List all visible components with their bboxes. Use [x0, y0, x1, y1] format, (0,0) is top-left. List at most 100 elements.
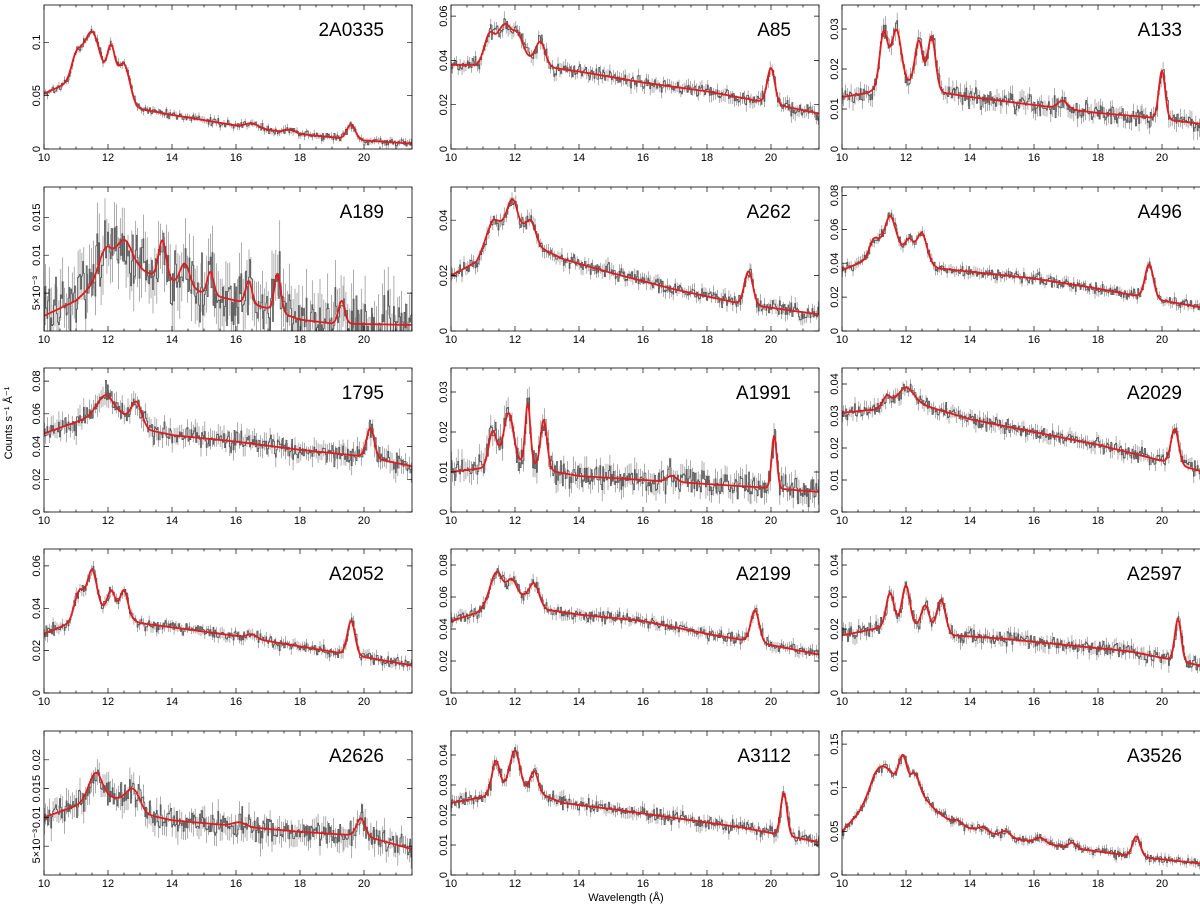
- error-bars: [842, 209, 1200, 313]
- panel-title: A133: [1138, 20, 1182, 41]
- x-tick-label: 20: [765, 878, 777, 890]
- x-tick-label: 14: [166, 334, 178, 346]
- model-line: [44, 394, 412, 467]
- spectrum-panel: 10 12 14 16 18 20 0 0.02 0.04 0.06 0.08 1795: [31, 367, 413, 527]
- plot-frame: [450, 186, 820, 332]
- y-tick-label: 0.1: [829, 780, 841, 795]
- x-tick-label: 10: [38, 515, 50, 527]
- x-tick-label: 20: [1156, 152, 1168, 164]
- y-tick-label: 0: [829, 872, 841, 878]
- observed-spectrum: [842, 580, 1200, 674]
- x-tick-label: 18: [1092, 515, 1104, 527]
- y-tick-label: 0.02: [829, 437, 841, 458]
- panel-title: A3526: [1127, 746, 1182, 767]
- x-tick-label: 12: [900, 515, 912, 527]
- x-tick-label: 16: [637, 334, 649, 346]
- model-line: [451, 749, 819, 843]
- model-line: [842, 754, 1200, 865]
- spectrum-panel: 10 12 14 16 18 20 0 0.02 0.04 0.06 A2052: [31, 548, 413, 708]
- y-tick-label: 0.06: [31, 555, 43, 576]
- y-tick-label: 0.06: [829, 219, 841, 240]
- x-tick-label: 20: [358, 152, 370, 164]
- y-tick-label: 0: [31, 690, 43, 696]
- x-tick-label: 12: [102, 515, 114, 527]
- x-tick-label: 12: [509, 515, 521, 527]
- spectrum-panel: 10 12 14 16 18 20 0 0.05 0.1 0.15 A3526: [829, 730, 1200, 890]
- spectrum-panel: 10 12 14 16 18 20 0 0.01 0.02 0.03 A1991: [438, 367, 820, 527]
- model-line: [451, 571, 819, 656]
- model-line: [842, 386, 1200, 472]
- spectrum-panel: 10 12 14 16 18 20 0 0.05 0.1 2A0335: [31, 4, 413, 164]
- plot-frame: [841, 730, 1200, 876]
- y-tick-label: 0.02: [829, 286, 841, 307]
- x-tick-label: 16: [230, 878, 242, 890]
- x-tick-label: 12: [900, 152, 912, 164]
- y-tick-label: 0.01: [438, 834, 450, 855]
- x-tick-label: 18: [701, 696, 713, 708]
- y-tick-label: 0.04: [31, 436, 43, 457]
- x-tick-label: 14: [573, 878, 585, 890]
- y-tick-label: 0.06: [31, 403, 43, 424]
- plot-frame: [43, 548, 413, 694]
- x-tick-label: 10: [38, 878, 50, 890]
- x-tick-label: 18: [701, 334, 713, 346]
- y-tick-label: 0: [438, 872, 450, 878]
- observed-spectrum: [451, 386, 819, 512]
- x-tick-label: 20: [1156, 878, 1168, 890]
- model-line: [451, 198, 819, 316]
- x-tick-label: 12: [509, 152, 521, 164]
- x-tick-label: 14: [964, 696, 976, 708]
- y-tick-label: 0.05: [31, 85, 43, 106]
- panel-title: A3112: [737, 746, 791, 767]
- error-bars: [451, 386, 819, 512]
- x-tick-label: 10: [38, 334, 50, 346]
- plot-frame: [841, 186, 1200, 332]
- plot-frame: [450, 367, 820, 513]
- x-tick-label: 14: [166, 152, 178, 164]
- x-tick-label: 20: [765, 696, 777, 708]
- model-line: [842, 214, 1200, 309]
- x-tick-label: 12: [900, 696, 912, 708]
- x-tick-label: 14: [573, 334, 585, 346]
- model-line: [44, 30, 412, 145]
- plot-frame: [841, 548, 1200, 694]
- y-tick-label: 0.04: [829, 373, 841, 394]
- x-tick-label: 10: [836, 334, 848, 346]
- x-tick-label: 18: [1092, 152, 1104, 164]
- x-tick-label: 16: [230, 334, 242, 346]
- y-tick-label: 0.06: [438, 5, 450, 26]
- error-bars: [44, 198, 412, 331]
- spectrum-panel: 10 12 14 16 18 20 0 0.02 0.04 A262: [438, 186, 820, 346]
- x-tick-label: 20: [358, 878, 370, 890]
- x-tick-label: 10: [38, 152, 50, 164]
- plot-frame: [43, 367, 413, 513]
- y-tick-label: 0.01: [829, 469, 841, 490]
- x-tick-label: 12: [509, 696, 521, 708]
- panel-grid: 10 12 14 16 18 20 0 0.05 0.1 2A0335 10 12 14 16 18 20 0 0…: [31, 4, 1200, 890]
- panel-title: A2199: [736, 564, 791, 585]
- x-tick-label: 10: [836, 152, 848, 164]
- y-tick-label: 0: [438, 146, 450, 152]
- x-tick-label: 14: [964, 152, 976, 164]
- x-tick-label: 12: [900, 878, 912, 890]
- y-tick-label: 0.04: [438, 50, 450, 71]
- model-line: [44, 568, 412, 667]
- model-line: [842, 584, 1200, 667]
- x-tick-label: 16: [637, 696, 649, 708]
- y-tick-label: 5×10⁻³: [31, 829, 43, 864]
- data-line: [451, 197, 819, 321]
- y-tick-label: 0.02: [438, 421, 450, 442]
- panel-title: A2626: [329, 746, 384, 767]
- x-tick-label: 18: [294, 152, 306, 164]
- y-tick-label: 0.015: [31, 204, 43, 232]
- data-line: [44, 380, 412, 474]
- model-line: [451, 22, 819, 115]
- y-tick-label: 0: [829, 328, 841, 334]
- x-tick-label: 10: [445, 152, 457, 164]
- panel-title: A2029: [1127, 383, 1182, 404]
- plot-frame: [841, 4, 1200, 150]
- y-tick-label: 0.04: [438, 209, 450, 230]
- x-tick-label: 20: [1156, 334, 1168, 346]
- panel-title: A2597: [1127, 564, 1182, 585]
